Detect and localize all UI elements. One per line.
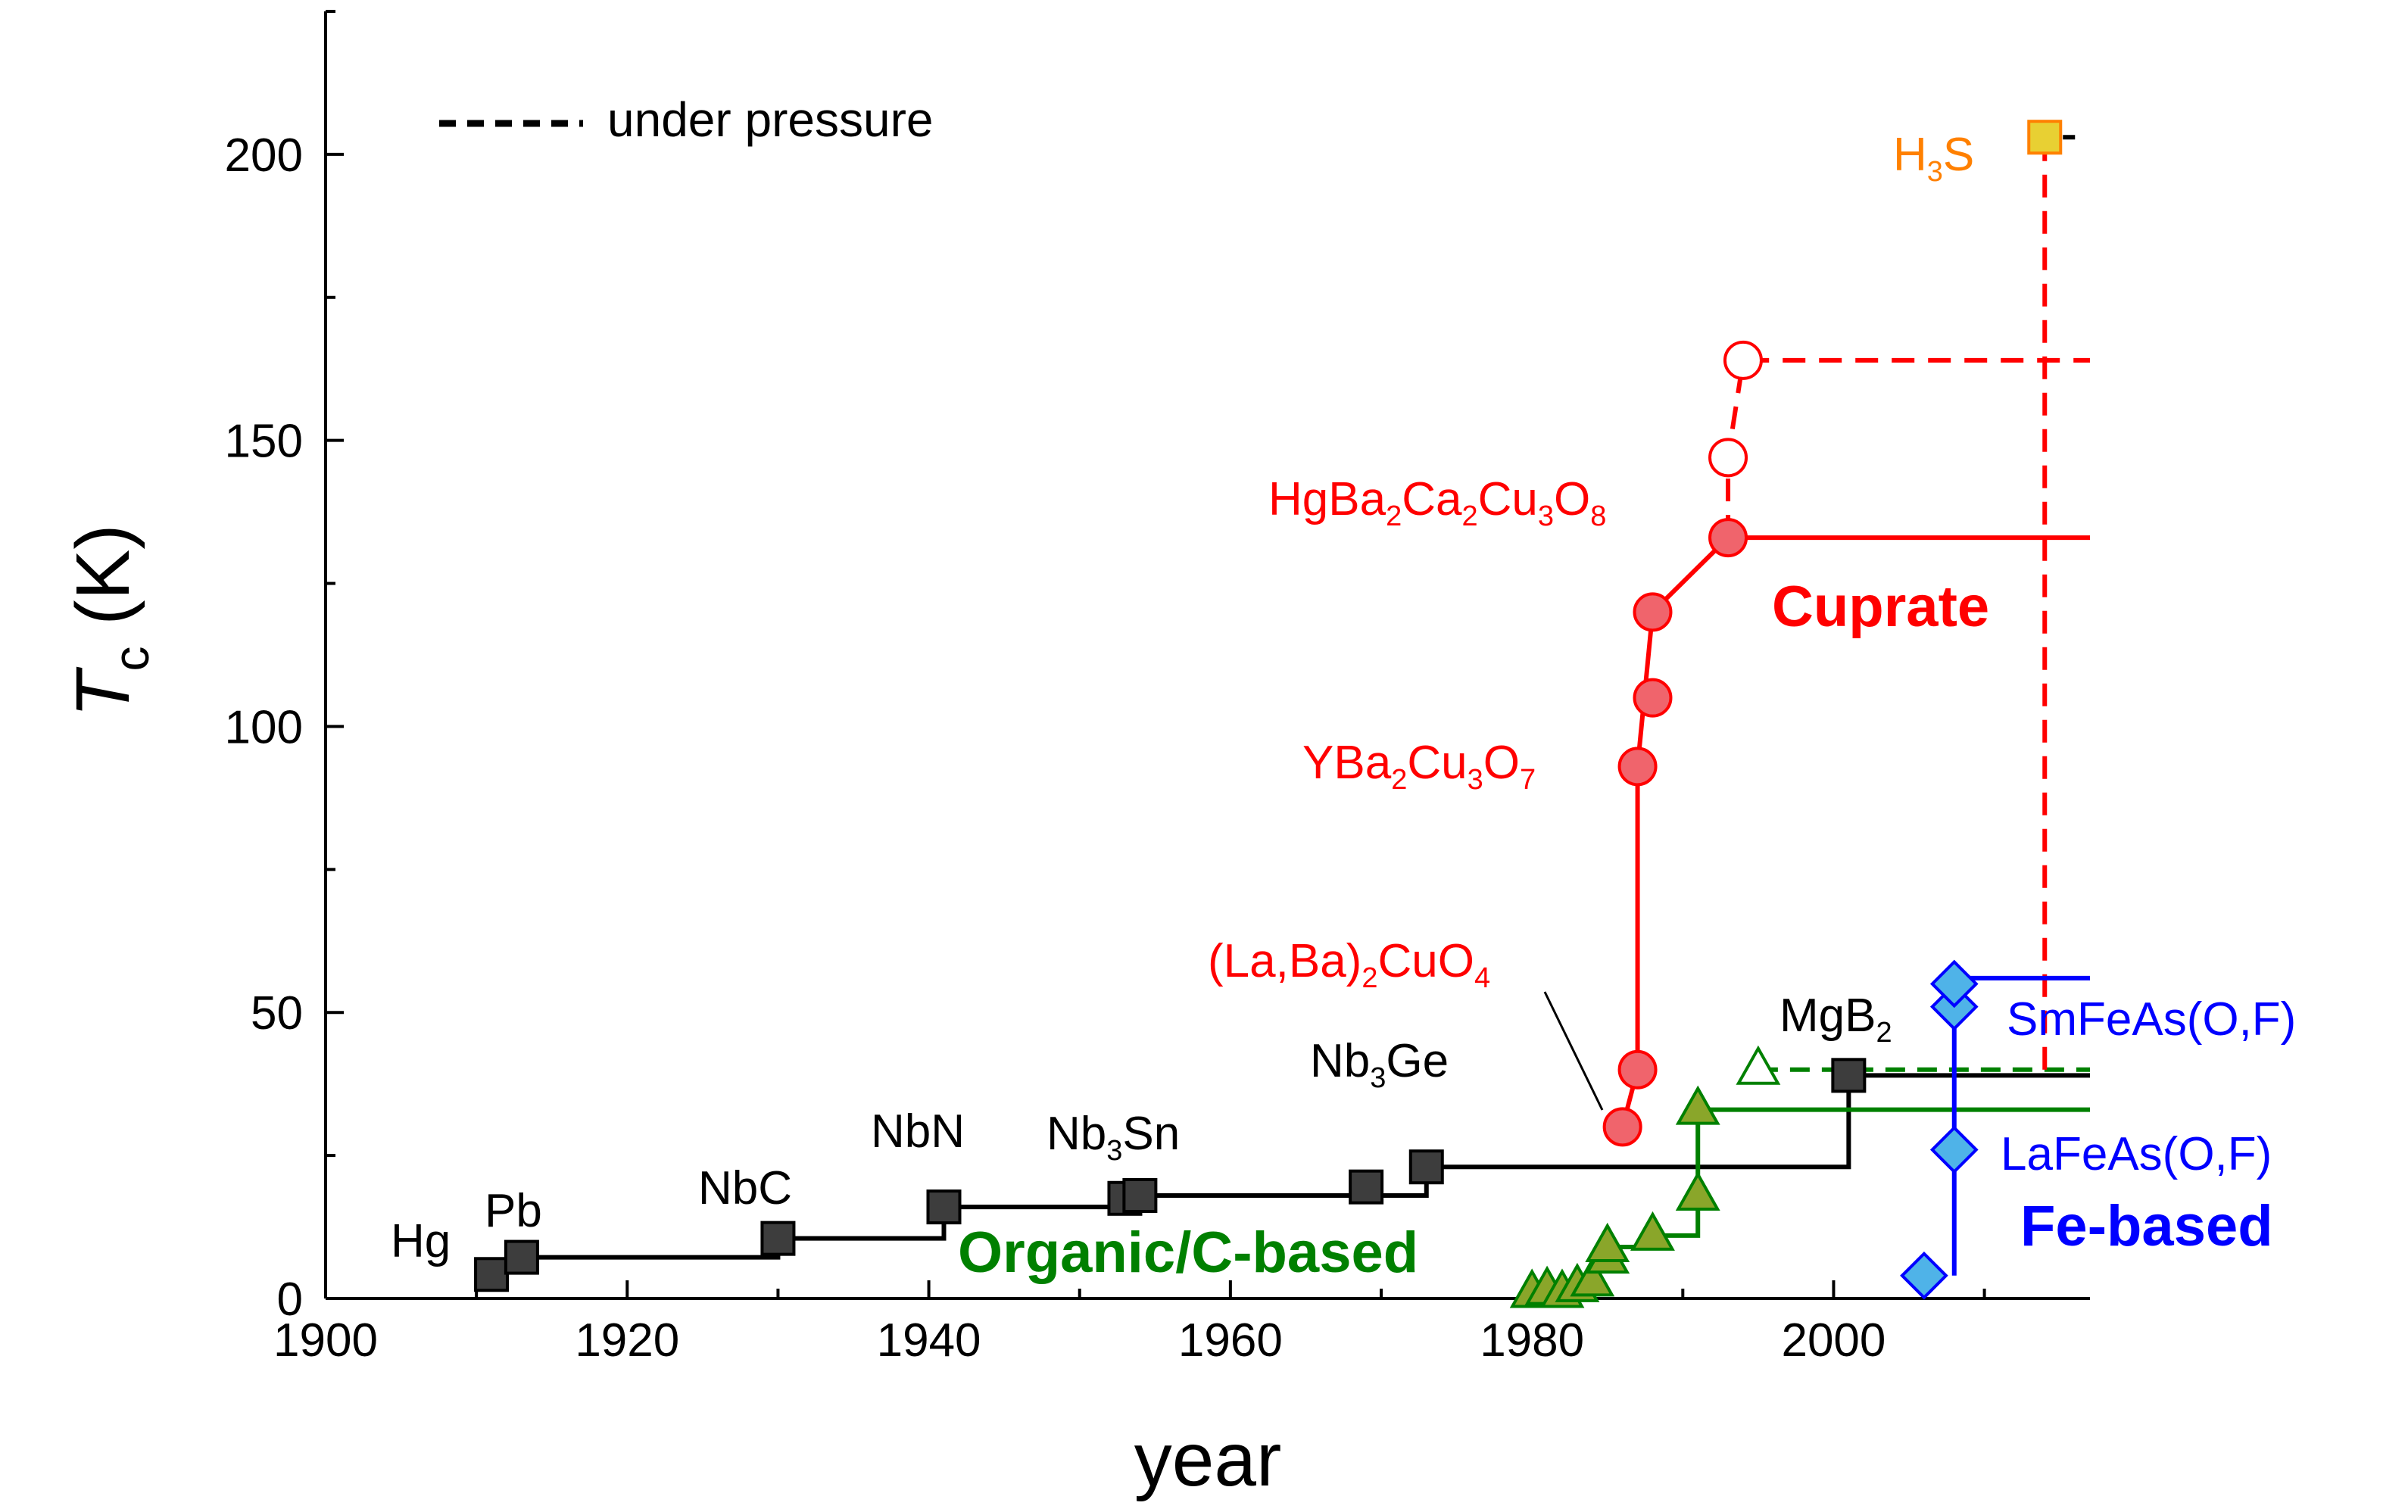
legend: under pressure xyxy=(439,92,933,147)
label-hg1223-part: 3 xyxy=(1538,500,1554,532)
y-axis-title-unit: (K) xyxy=(61,524,145,646)
cuprate-point xyxy=(1617,1049,1658,1090)
label-hg1223-part: O xyxy=(1554,473,1590,525)
axis-ticks: 1900 1920 1940 1960 1980 2000 0 50 100 150 200 xyxy=(225,10,1986,1367)
label-hg1223-part: Cu xyxy=(1478,473,1538,525)
x-tick-label: 1940 xyxy=(877,1314,981,1367)
conventional-point xyxy=(474,1257,510,1292)
label-h3s-part: 3 xyxy=(1927,156,1943,188)
y-axis-title-sub: c xyxy=(103,647,159,672)
x-tick-label: 1960 xyxy=(1178,1314,1283,1367)
organic-point xyxy=(1630,1211,1675,1251)
label-hg1223-part: Ca xyxy=(1402,473,1462,525)
label-ybco-part: 3 xyxy=(1468,764,1483,796)
y-tick-label: 50 xyxy=(251,987,303,1040)
cuprate-point xyxy=(1617,747,1658,787)
label-hg1223-part: 2 xyxy=(1386,500,1402,532)
organic-pressure-point xyxy=(1736,1045,1781,1085)
label-hg1223-part: HgBa xyxy=(1268,473,1386,525)
x-tick-label: 1900 xyxy=(273,1314,378,1367)
fe-point xyxy=(1929,1125,1979,1174)
label-family-cuprate: Cuprate xyxy=(1772,575,1989,639)
label-ybco: YBa2Cu3O7 xyxy=(1302,737,1536,796)
label-nb3sn-part: Sn xyxy=(1122,1108,1180,1160)
label-la-ba-cuo-part: 4 xyxy=(1474,962,1490,994)
conventional-point xyxy=(1349,1169,1384,1205)
y-axis-title-symbol: T xyxy=(61,667,145,718)
conventional-point xyxy=(1831,1058,1867,1093)
cuprate-point xyxy=(1602,1107,1642,1147)
cuprate-point xyxy=(1633,678,1673,718)
conventional-point xyxy=(760,1221,796,1256)
label-nb3sn: Nb3Sn xyxy=(1046,1108,1180,1167)
cuprate-pressure-point xyxy=(1723,340,1763,380)
fe-point xyxy=(1929,959,1979,1009)
x-tick-label: 2000 xyxy=(1781,1314,1886,1367)
plot-area: 1900 1920 1940 1960 1980 2000 0 50 100 150 200 Hg P… xyxy=(225,10,2296,1367)
h3s-point xyxy=(2027,120,2063,155)
conventional-point xyxy=(926,1189,962,1225)
label-leader-line xyxy=(1543,991,1604,1111)
cuprate-pressure-point xyxy=(1708,438,1748,478)
label-la-ba-cuo: (La,Ba)2CuO4 xyxy=(1208,935,1490,994)
x-tick-label: 1920 xyxy=(575,1314,679,1367)
series-lines xyxy=(521,135,2090,1276)
x-tick-label: 1980 xyxy=(1480,1314,1584,1367)
organic-point xyxy=(1675,1171,1720,1211)
label-mgb2-part: MgB xyxy=(1779,990,1876,1042)
label-h3s-part: S xyxy=(1943,129,1974,181)
label-hg1223-part: 8 xyxy=(1590,500,1606,532)
conventional-point xyxy=(1122,1178,1158,1213)
label-nb3ge-part: Ge xyxy=(1386,1035,1449,1087)
organic-point xyxy=(1675,1085,1720,1125)
y-tick-label: 200 xyxy=(225,129,303,182)
label-la-ba-cuo-part: 2 xyxy=(1362,962,1377,994)
cuprate-pressure-line xyxy=(1726,357,2090,538)
label-ybco-part: Cu xyxy=(1407,737,1467,789)
x-axis-title: year xyxy=(1134,1417,1282,1502)
conventional-point xyxy=(1408,1149,1444,1185)
label-family-organic: Organic/C-based xyxy=(958,1221,1418,1285)
label-pb: Pb xyxy=(485,1185,542,1237)
label-hg: Hg xyxy=(391,1215,451,1267)
legend-label: under pressure xyxy=(607,92,933,147)
label-h3s-part: H xyxy=(1893,129,1927,181)
series-markers xyxy=(474,120,2063,1308)
label-nb3sn-part: 3 xyxy=(1106,1135,1122,1167)
label-nb3ge: Nb3Ge xyxy=(1310,1035,1449,1094)
y-tick-label: 150 xyxy=(225,416,303,468)
conventional-point xyxy=(504,1239,539,1275)
fe-point xyxy=(1900,1251,1948,1300)
label-la-ba-cuo-part: (La,Ba) xyxy=(1208,935,1362,987)
label-lafeaso: LaFeAs(O,F) xyxy=(2001,1128,2272,1180)
label-nbn: NbN xyxy=(871,1105,965,1158)
label-smfeaso: SmFeAs(O,F) xyxy=(2007,993,2296,1046)
organic-point xyxy=(1585,1222,1630,1262)
y-tick-label: 0 xyxy=(277,1274,303,1326)
label-nbc: NbC xyxy=(698,1162,792,1214)
label-nb3sn-part: Nb xyxy=(1046,1108,1106,1160)
cuprate-point xyxy=(1633,592,1673,632)
label-nb3ge-part: 3 xyxy=(1370,1062,1386,1094)
label-hg1223-part: 2 xyxy=(1462,500,1478,532)
label-mgb2-part: 2 xyxy=(1876,1017,1892,1049)
label-h3s: H3S xyxy=(1893,129,1974,188)
label-ybco-part: O xyxy=(1483,737,1520,789)
label-mgb2: MgB2 xyxy=(1779,990,1892,1049)
y-tick-label: 100 xyxy=(225,701,303,753)
y-axis-title: Tc (K) xyxy=(61,524,159,717)
label-ybco-part: YBa xyxy=(1302,737,1392,789)
label-la-ba-cuo-part: CuO xyxy=(1377,935,1474,987)
cuprate-point xyxy=(1708,518,1748,558)
label-ybco-part: 2 xyxy=(1391,764,1407,796)
label-hg1223: HgBa2Ca2Cu3O8 xyxy=(1268,473,1606,532)
label-ybco-part: 7 xyxy=(1520,764,1536,796)
organic-point xyxy=(1570,1257,1615,1297)
label-family-fe: Fe-based xyxy=(2020,1194,2273,1258)
label-nb3ge-part: Nb xyxy=(1310,1035,1370,1087)
